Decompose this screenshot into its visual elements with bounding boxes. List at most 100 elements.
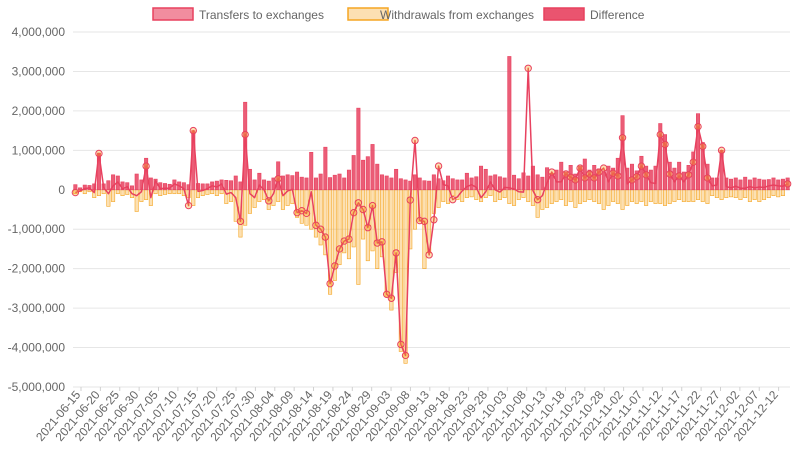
difference-point[interactable]	[637, 162, 646, 170]
bar	[762, 179, 767, 191]
difference-point[interactable]	[590, 174, 598, 182]
legend-label-1[interactable]: Withdrawals from exchanges	[380, 8, 534, 22]
difference-point[interactable]	[95, 149, 103, 158]
bar	[658, 189, 663, 204]
difference-point[interactable]	[411, 136, 419, 145]
bar	[545, 189, 550, 208]
difference-point[interactable]	[430, 216, 438, 224]
bar	[757, 178, 762, 191]
difference-point[interactable]	[449, 195, 457, 204]
difference-point[interactable]	[378, 238, 386, 246]
difference-point[interactable]	[425, 251, 433, 259]
difference-point[interactable]	[392, 249, 400, 257]
difference-point[interactable]	[349, 208, 358, 217]
difference-point[interactable]	[717, 146, 726, 155]
difference-point[interactable]	[571, 176, 580, 184]
difference-point[interactable]	[406, 196, 414, 204]
legend-swatch-1[interactable]	[347, 7, 389, 21]
difference-point[interactable]	[331, 262, 339, 270]
difference-point[interactable]	[359, 205, 367, 214]
difference-point[interactable]	[694, 122, 702, 131]
difference-point[interactable]	[316, 225, 325, 233]
difference-point[interactable]	[382, 290, 391, 299]
bar	[639, 189, 644, 202]
difference-point[interactable]	[642, 171, 650, 179]
difference-point[interactable]	[241, 130, 249, 139]
difference-point[interactable]	[595, 168, 603, 176]
difference-point[interactable]	[548, 168, 556, 176]
difference-point[interactable]	[524, 64, 532, 72]
bar	[243, 189, 248, 226]
y-tick-label: 4,000,000	[12, 25, 66, 39]
bar	[559, 189, 564, 200]
bar	[285, 174, 290, 191]
bar	[229, 189, 234, 202]
difference-point[interactable]	[189, 126, 197, 135]
difference-point[interactable]	[312, 221, 320, 229]
difference-point[interactable]	[335, 245, 344, 253]
difference-point[interactable]	[576, 164, 584, 172]
difference-point[interactable]	[689, 158, 697, 166]
difference-point[interactable]	[364, 223, 372, 232]
bar	[304, 177, 309, 191]
difference-point[interactable]	[661, 140, 669, 149]
bar	[398, 178, 403, 191]
bar	[662, 134, 667, 191]
difference-point[interactable]	[345, 235, 353, 243]
difference-point[interactable]	[581, 174, 589, 182]
difference-point[interactable]	[656, 130, 664, 139]
bar	[738, 179, 743, 191]
difference-point[interactable]	[184, 201, 193, 210]
difference-point[interactable]	[274, 175, 282, 183]
difference-point[interactable]	[71, 188, 80, 197]
bar	[129, 185, 134, 191]
bar	[766, 189, 771, 198]
legend-label-2[interactable]: Difference	[590, 8, 645, 22]
difference-point[interactable]	[666, 170, 674, 178]
difference-point[interactable]	[368, 201, 377, 210]
bar	[752, 189, 757, 200]
y-tick-label: -1,000,000	[8, 222, 66, 236]
difference-point[interactable]	[632, 173, 641, 181]
difference-point[interactable]	[699, 142, 707, 151]
bar	[134, 189, 139, 212]
bar	[200, 183, 205, 191]
bar	[252, 179, 257, 191]
difference-point[interactable]	[703, 174, 712, 182]
bar	[162, 189, 167, 195]
bar	[719, 189, 724, 200]
bar	[483, 168, 488, 191]
difference-point[interactable]	[599, 164, 608, 172]
legend-label-0[interactable]: Transfers to exchanges	[199, 8, 324, 22]
difference-point[interactable]	[302, 209, 311, 218]
difference-point[interactable]	[397, 340, 405, 349]
difference-point[interactable]	[236, 217, 245, 226]
difference-point[interactable]	[618, 134, 627, 142]
legend-swatch-2[interactable]	[543, 7, 585, 21]
difference-point[interactable]	[321, 233, 330, 241]
legend-swatch-0[interactable]	[152, 7, 194, 21]
difference-point[interactable]	[401, 351, 410, 360]
difference-point[interactable]	[614, 172, 622, 180]
difference-point[interactable]	[387, 294, 396, 302]
bar	[573, 189, 578, 208]
difference-point[interactable]	[533, 195, 542, 204]
difference-point[interactable]	[585, 170, 594, 178]
difference-point[interactable]	[675, 172, 683, 180]
bar	[780, 189, 785, 196]
bar	[96, 189, 101, 196]
difference-point[interactable]	[265, 197, 273, 205]
y-tick-label: 0	[58, 183, 65, 197]
difference-point[interactable]	[326, 279, 334, 288]
difference-point[interactable]	[684, 171, 693, 179]
difference-point[interactable]	[142, 162, 150, 170]
bar	[337, 173, 342, 191]
bar	[535, 189, 540, 218]
bar	[295, 171, 300, 191]
difference-point[interactable]	[783, 180, 792, 188]
difference-point[interactable]	[434, 162, 443, 170]
difference-point[interactable]	[354, 199, 363, 207]
bar	[342, 177, 347, 191]
difference-point[interactable]	[420, 217, 429, 226]
